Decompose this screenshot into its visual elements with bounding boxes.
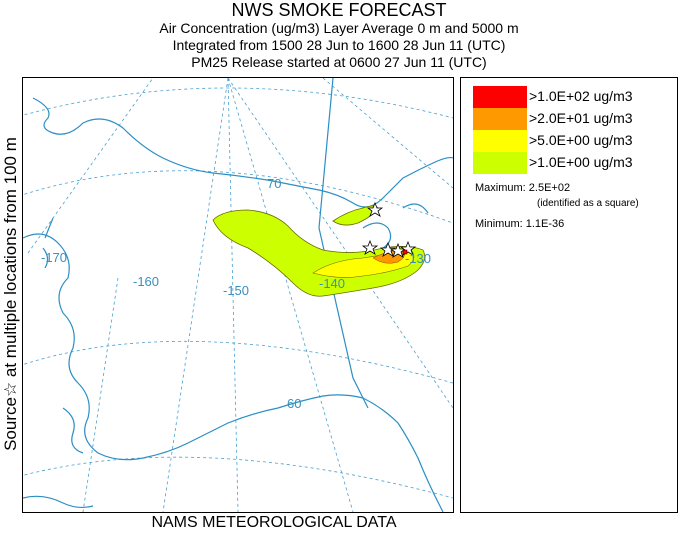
graticule [23, 78, 453, 512]
source-star-icon [379, 241, 397, 257]
canadian-islands [362, 222, 392, 249]
source-label: Source☆ at multiple locations from 100 m [1, 137, 20, 451]
legend-item-4: >1.0E+00 ug/m3 [529, 154, 633, 170]
forecast-title: NWS SMOKE FORECAST [231, 0, 447, 20]
maximum-square [402, 249, 408, 255]
maximum-note: (identified as a square) [537, 198, 639, 209]
legend-swatch-1 [473, 86, 527, 108]
legend-item-1: >1.0E+02 ug/m3 [529, 88, 633, 104]
source-star-icon [361, 239, 379, 255]
meridian-130 [227, 78, 453, 409]
meteorological-data-label: NAMS METEOROLOGICAL DATA [151, 514, 397, 531]
legend-swatch-2 [473, 108, 527, 130]
parallel-55 [23, 456, 453, 499]
legend: >1.0E+02 ug/m3 >2.0E+01 ug/m3 >5.0E+00 u… [460, 77, 678, 513]
coastline [23, 97, 453, 512]
smoke-map: -170 -160 -150 -140 -130 70 60 [22, 77, 454, 513]
western-coast [42, 217, 54, 269]
lon-label: -160 [133, 274, 159, 289]
southern-coast [23, 233, 444, 512]
meridian-170 [82, 277, 119, 512]
legend-swatch-3 [473, 130, 527, 152]
arctic-island [402, 203, 429, 214]
parallel-80 [23, 87, 453, 119]
lon-label: -140 [319, 276, 345, 291]
parallel-60 [23, 340, 453, 384]
legend-item-3: >5.0E+00 ug/m3 [529, 132, 633, 148]
border-line [318, 78, 369, 409]
alaska-peninsula [62, 407, 84, 454]
lat-label: 60 [287, 396, 301, 411]
lon-label: -170 [41, 250, 67, 265]
lon-label: -130 [405, 251, 431, 266]
parallel-70 [23, 170, 453, 224]
legend-item-2: >2.0E+01 ug/m3 [529, 110, 633, 126]
meridian-180 [27, 78, 154, 254]
meridian-150 [227, 78, 239, 512]
release-start: PM25 Release started at 0600 27 Jun 11 (… [191, 54, 487, 70]
arctic-coast [32, 97, 453, 208]
meridian-120 [322, 78, 453, 189]
legend-swatch-4 [473, 152, 527, 174]
lat-label: 70 [267, 176, 281, 191]
lon-label: -150 [223, 283, 249, 298]
maximum-value: Maximum: 2.5E+02 [475, 182, 571, 194]
source-star-icon [366, 201, 384, 217]
minimum-value: Minimum: 1.1E-36 [475, 218, 565, 230]
concentration-subtitle: Air Concentration (ug/m3) Layer Average … [159, 20, 519, 36]
integration-period: Integrated from 1500 28 Jun to 1600 28 J… [172, 37, 506, 53]
meridian-160 [162, 78, 229, 512]
aleutian-islands [23, 495, 94, 509]
